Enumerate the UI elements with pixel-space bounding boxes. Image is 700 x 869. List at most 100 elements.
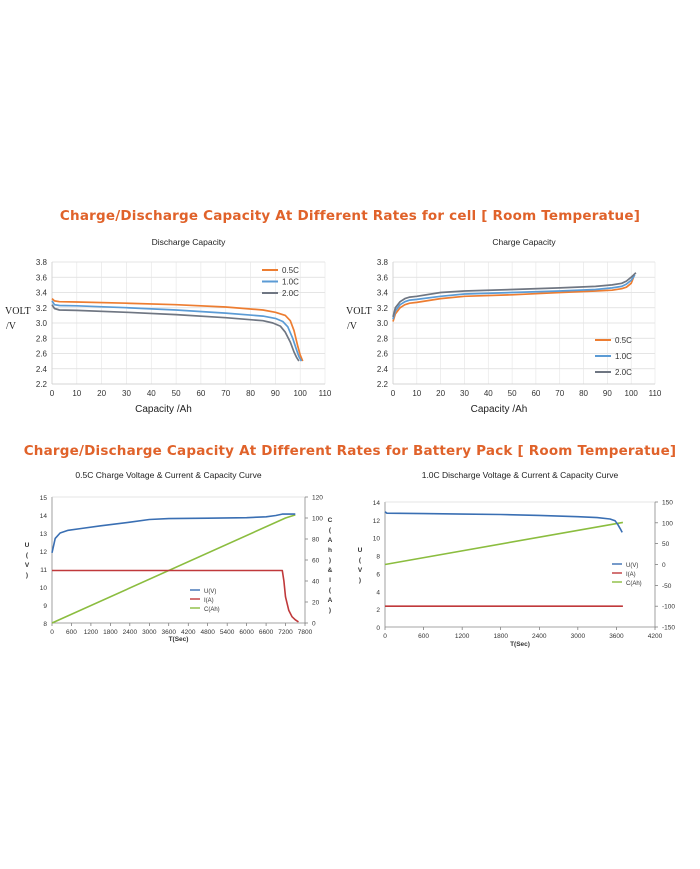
y2-tick-label: 20 [312, 600, 320, 607]
y-axis-label-char: V [25, 562, 30, 569]
y-tick-label: 2.2 [36, 380, 48, 389]
y-tick-label: 3.6 [36, 273, 48, 282]
y-tick-label: 4 [376, 589, 380, 596]
x-tick-label: 5400 [220, 629, 235, 636]
y-axis-label-char: U [25, 542, 30, 549]
x-tick-label: 600 [418, 633, 429, 640]
cell-section-title: Charge/Discharge Capacity At Different R… [59, 208, 641, 224]
y2-tick-label: 0 [312, 621, 316, 628]
y-tick-label: 2.4 [36, 365, 48, 374]
x-tick-label: 3600 [609, 633, 624, 640]
x-tick-label: 50 [508, 389, 517, 398]
series-line-10c [51, 300, 303, 362]
y-tick-label: 3.4 [36, 289, 48, 298]
legend-label: C(Ah) [204, 607, 220, 613]
x-tick-label: 20 [436, 389, 445, 398]
y2-axis-label-char: A [328, 597, 333, 604]
y-tick-label: 3.2 [377, 304, 389, 313]
legend-label: 2.0C [282, 289, 299, 298]
x-tick-label: 90 [271, 389, 280, 398]
x-tick-label: 2400 [532, 633, 547, 640]
legend-label: I(A) [626, 572, 636, 578]
y2-tick-label: -100 [662, 604, 675, 611]
y2-axis-label-char: A [328, 537, 333, 544]
x-tick-label: 4200 [181, 629, 196, 636]
x-axis-label: T(Sec) [510, 641, 530, 648]
x-tick-label: 70 [555, 389, 564, 398]
x-tick-label: 4200 [648, 633, 663, 640]
legend-label: C(Ah) [626, 581, 642, 587]
y-axis-label-char: ) [359, 577, 361, 584]
x-tick-label: 110 [649, 389, 662, 398]
y-tick-label: 13 [40, 531, 48, 538]
y-tick-label: 10 [373, 536, 381, 543]
x-tick-label: 0 [383, 633, 387, 640]
y-tick-label: 2 [376, 607, 380, 614]
legend-label: 1.0C [282, 278, 299, 287]
x-tick-label: 3000 [571, 633, 586, 640]
charge-capacity-chart: Charge Capacity 2.2 2.4 2.6 2.8 3.0 3.2 3.4 3.6 3… [346, 237, 662, 415]
chart-title: 0.5C Charge Voltage & Current & Capacity… [75, 470, 261, 480]
pack-section-title: Charge/Discharge Capacity At Different R… [23, 443, 677, 459]
y-tick-label: 11 [40, 567, 47, 574]
y2-tick-label: 0 [662, 562, 666, 569]
y-axis-label-char: ( [26, 552, 29, 559]
series-line-cah [384, 521, 624, 566]
x-axis-label: T(Sec) [169, 636, 189, 643]
y2-tick-label: 80 [312, 537, 320, 544]
y-tick-label: 12 [40, 549, 48, 556]
x-tick-label: 2400 [123, 629, 138, 636]
x-tick-label: 4800 [200, 629, 215, 636]
chart-title: Discharge Capacity [152, 237, 226, 247]
chart-title: Charge Capacity [492, 237, 556, 247]
x-tick-label: 600 [66, 629, 77, 636]
x-tick-label: 3600 [162, 629, 177, 636]
legend-label: I(A) [204, 598, 214, 604]
series-line-20c [51, 304, 300, 362]
legend-label: U(V) [626, 563, 638, 569]
pack-discharge-chart: 1.0C Discharge Voltage & Current & Capac… [358, 470, 676, 648]
y-tick-label: 8 [43, 621, 47, 628]
y-tick-label: 2.8 [36, 334, 48, 343]
x-tick-label: 80 [246, 389, 255, 398]
y-tick-label: 2.2 [377, 380, 389, 389]
y2-tick-label: 120 [312, 495, 323, 502]
series-line-05c [392, 276, 635, 322]
x-tick-label: 100 [294, 389, 308, 398]
y-tick-label: 6 [376, 571, 380, 578]
pack-charge-chart: 0.5C Charge Voltage & Current & Capacity… [25, 470, 333, 643]
y-tick-label: 3.4 [377, 289, 389, 298]
x-tick-label: 40 [147, 389, 156, 398]
legend-label: 1.0C [615, 352, 632, 361]
x-tick-label: 1800 [103, 629, 118, 636]
y-tick-label: 3.0 [36, 319, 48, 328]
x-tick-label: 1800 [493, 633, 508, 640]
x-tick-label: 40 [484, 389, 493, 398]
y2-tick-label: 60 [312, 558, 320, 565]
y-tick-label: 15 [40, 495, 48, 502]
y-axis-label-char: U [358, 547, 363, 554]
x-tick-label: 6000 [239, 629, 254, 636]
y-tick-label: 2.8 [377, 334, 389, 343]
series-line-uv [51, 513, 296, 553]
x-tick-label: 30 [122, 389, 131, 398]
series-line-05c [51, 297, 304, 362]
x-tick-label: 30 [460, 389, 469, 398]
y-tick-label: 3.6 [377, 273, 389, 282]
y-tick-label: 14 [40, 513, 48, 520]
y-tick-label: 3.0 [377, 319, 389, 328]
y-tick-label: 0 [376, 625, 380, 632]
x-tick-label: 1200 [84, 629, 99, 636]
x-tick-label: 70 [221, 389, 230, 398]
x-tick-label: 50 [172, 389, 181, 398]
y-axis-label-char: V [358, 567, 363, 574]
x-tick-label: 60 [531, 389, 540, 398]
x-tick-label: 20 [97, 389, 106, 398]
series-line-10c [392, 274, 636, 320]
x-tick-label: 10 [72, 389, 81, 398]
series-line-cah [51, 514, 296, 624]
y2-tick-label: 50 [662, 541, 670, 548]
y-tick-label: 14 [373, 500, 381, 507]
x-tick-label: 10 [412, 389, 421, 398]
y-axis-label-line1: VOLT [346, 306, 372, 317]
